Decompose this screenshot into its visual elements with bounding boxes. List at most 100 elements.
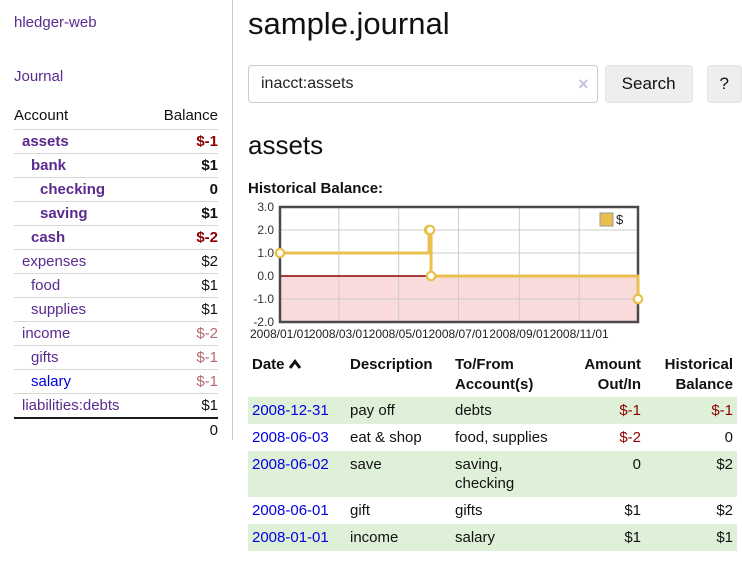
account-link-checking[interactable]: checking	[40, 181, 106, 198]
transaction-accounts: debts	[455, 402, 492, 419]
main-content: sample.journal × Search ? assets Histori…	[234, 0, 742, 551]
account-balance: $1	[148, 297, 218, 322]
transaction-date-cell: 2008-06-02	[248, 451, 346, 497]
transaction-balance: $-1	[711, 402, 733, 419]
chart-y-tick-label: 3.0	[257, 200, 274, 214]
transaction-date-link[interactable]: 2008-12-31	[252, 402, 329, 419]
transaction-description: eat & shop	[350, 429, 422, 446]
account-balance: $-2	[148, 321, 218, 346]
account-link-assets[interactable]: assets	[22, 133, 69, 150]
transaction-description: save	[350, 456, 382, 473]
chart-x-tick-label: 2008/03/01	[309, 327, 369, 341]
accounts-table: Account Balance assets $-1 bank $1 checking 0…	[14, 104, 218, 442]
chart-y-tick-label: -2.0	[253, 315, 274, 329]
account-link-food[interactable]: food	[31, 277, 61, 294]
accounts-total-spacer	[14, 417, 149, 442]
chart-data-point[interactable]	[424, 224, 436, 236]
chart-data-point[interactable]	[632, 293, 644, 305]
account-balance: $1	[148, 273, 218, 298]
transaction-date-link[interactable]: 2008-01-01	[252, 529, 329, 546]
chart-x-tick-label: 2008/07/01	[428, 327, 488, 341]
accounts-header-balance: Balance	[148, 104, 218, 130]
transaction-description: income	[350, 529, 399, 546]
register-header-description: Description	[350, 356, 433, 373]
transaction-amount: $-1	[619, 402, 641, 419]
account-row: supplies $1	[14, 297, 218, 322]
register-header-date[interactable]: Date	[248, 353, 346, 397]
chart-plot-border	[278, 205, 640, 324]
account-link-saving[interactable]: saving	[40, 205, 88, 222]
chart-legend-label: $	[616, 212, 624, 227]
account-row: checking 0	[14, 177, 218, 202]
account-link-supplies[interactable]: supplies	[31, 301, 87, 318]
account-link-gifts[interactable]: gifts	[31, 349, 59, 366]
register-header-accounts: To/From Account(s)	[455, 356, 534, 393]
account-link-salary[interactable]: salary	[31, 373, 72, 390]
account-row: salary $-1	[14, 369, 218, 394]
account-row: gifts $-1	[14, 345, 218, 370]
account-name-cell: expenses	[14, 249, 149, 274]
chart-x-tick-label: 2008/05/01	[369, 327, 429, 341]
transaction-balance: $2	[716, 456, 733, 473]
register-header-balance: Historical Balance	[664, 356, 733, 393]
transaction-row: 2008-12-31 pay off debts $-1 $-1	[248, 397, 737, 424]
account-link-income[interactable]: income	[22, 325, 71, 342]
account-name-cell: checking	[14, 177, 149, 202]
accounts-total-row: 0	[14, 417, 218, 442]
account-row: bank $1	[14, 153, 218, 178]
account-name-cell: liabilities:debts	[14, 393, 149, 419]
account-link-expenses[interactable]: expenses	[22, 253, 87, 270]
chart-y-tick-label: 1.0	[257, 246, 274, 260]
transaction-accounts: gifts	[455, 502, 483, 519]
chart-x-tick-label: 2008/09/01	[489, 327, 549, 341]
account-link-bank[interactable]: bank	[31, 157, 67, 174]
account-link-cash[interactable]: cash	[31, 229, 66, 246]
chart-data-point[interactable]	[274, 247, 286, 259]
chart-data-point[interactable]	[425, 270, 437, 282]
transaction-amount: $1	[624, 529, 641, 546]
app-brand-link[interactable]: hledger-web	[14, 14, 97, 31]
transaction-date-link[interactable]: 2008-06-03	[252, 429, 329, 446]
historical-balance-chart: 3.0 2.0 1.0 0.0 -1.0 -2.02008/01/012008/03/01…	[250, 200, 644, 341]
accounts-header-account: Account	[14, 104, 149, 130]
sort-ascending-icon	[288, 359, 301, 369]
account-name-cell: cash	[14, 225, 149, 250]
transaction-description: pay off	[350, 402, 395, 419]
search-input[interactable]	[248, 65, 598, 103]
search-button[interactable]: Search	[604, 65, 693, 103]
account-balance: $1	[148, 393, 218, 419]
account-row: saving $1	[14, 201, 218, 226]
transaction-date-link[interactable]: 2008-06-02	[252, 456, 329, 473]
account-balance: $-2	[148, 225, 218, 250]
accounts-total-value: 0	[148, 417, 218, 442]
transaction-amount: $1	[624, 502, 641, 519]
chart-legend-swatch	[599, 212, 614, 227]
account-row: expenses $2	[14, 249, 218, 274]
account-name-cell: income	[14, 321, 149, 346]
sidebar-item-journal[interactable]: Journal	[14, 68, 64, 85]
transaction-date-link[interactable]: 2008-06-01	[252, 502, 329, 519]
transaction-row: 2008-06-02 save saving, checking 0 $2	[248, 451, 737, 497]
register-table-body: 2008-12-31 pay off debts $-1 $-1 2008-06-03 ea…	[248, 397, 737, 551]
account-name-cell: saving	[14, 201, 149, 226]
transaction-row: 2008-06-01 gift gifts $1 $2	[248, 497, 737, 524]
clear-search-icon[interactable]: ×	[578, 74, 589, 94]
register-table: Date Description To/From Account(s) Amou…	[248, 353, 737, 551]
help-button[interactable]: ?	[706, 65, 742, 103]
account-row: assets $-1	[14, 129, 218, 154]
account-balance: $-1	[148, 345, 218, 370]
search-input-wrap: ×	[248, 65, 598, 103]
account-name-cell: food	[14, 273, 149, 298]
account-row: income $-2	[14, 321, 218, 346]
account-balance: $-1	[148, 129, 218, 154]
account-balance: $1	[148, 201, 218, 226]
transaction-amount: 0	[632, 456, 641, 473]
accounts-header-row: Account Balance	[14, 104, 218, 130]
transaction-balance: $1	[716, 529, 733, 546]
chart-y-tick-label: -1.0	[253, 292, 274, 306]
accounts-table-body: assets $-1 bank $1 checking 0 saving $1 cash $-2 e…	[14, 129, 218, 419]
transaction-date-cell: 2008-12-31	[248, 397, 346, 424]
account-balance: $1	[148, 153, 218, 178]
transaction-accounts: saving, checking	[455, 456, 515, 492]
account-link-liabilities-debts[interactable]: liabilities:debts	[22, 397, 120, 414]
